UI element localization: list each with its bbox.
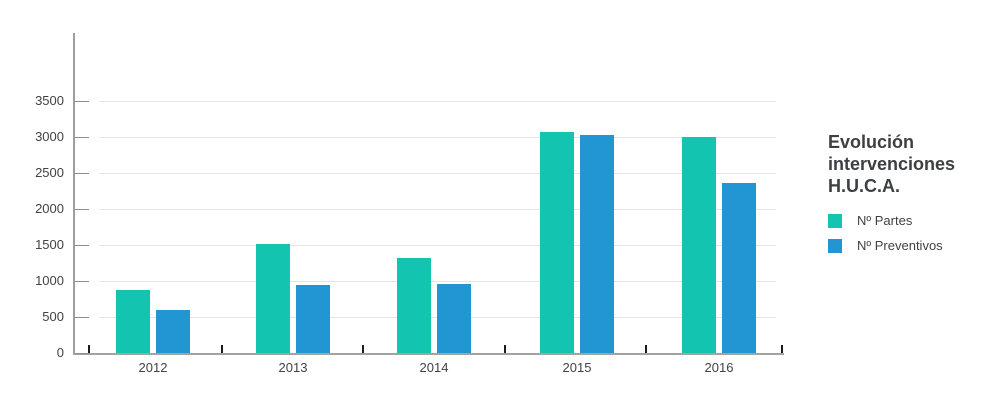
y-axis-tick bbox=[75, 208, 89, 210]
y-axis-label: 3500 bbox=[35, 92, 64, 108]
y-axis-line bbox=[73, 33, 75, 355]
bar-n-preventivos-2012[interactable] bbox=[156, 310, 190, 353]
y-axis-label: 2500 bbox=[35, 164, 64, 180]
y-axis-tick bbox=[75, 353, 89, 354]
gridline bbox=[99, 244, 776, 246]
legend-items: Nº Partes Nº Preventivos bbox=[828, 213, 993, 254]
gridline bbox=[99, 136, 776, 138]
x-axis-tick bbox=[221, 345, 223, 353]
gridline bbox=[99, 172, 776, 174]
legend-item-n-preventivos[interactable]: Nº Preventivos bbox=[828, 238, 993, 254]
bar-n-partes-2014[interactable] bbox=[397, 257, 431, 353]
y-axis-tick bbox=[75, 316, 89, 318]
x-axis-label: 2012 bbox=[138, 360, 168, 375]
x-axis-label: 2015 bbox=[562, 360, 592, 375]
bar-n-preventivos-2016[interactable] bbox=[722, 183, 756, 353]
y-axis-label: 2000 bbox=[35, 200, 64, 216]
x-axis-label: 2013 bbox=[278, 360, 308, 375]
plot-area: 0 500 1000 1500 2000 2500 3000 3500 2012 2013 2014… bbox=[35, 33, 784, 375]
legend: Evolución intervenciones H.U.C.A. Nº Par… bbox=[828, 131, 993, 263]
y-axis-label: 1000 bbox=[35, 272, 64, 288]
y-axis-tick bbox=[75, 244, 89, 246]
y-axis-tick bbox=[75, 100, 89, 102]
y-axis-label: 1500 bbox=[35, 236, 64, 252]
bar-n-partes-2013[interactable] bbox=[256, 244, 290, 353]
y-axis-label: 500 bbox=[42, 308, 64, 324]
x-axis-tick bbox=[781, 345, 783, 353]
x-axis-tick bbox=[362, 345, 364, 353]
bar-n-partes-2015[interactable] bbox=[540, 132, 574, 353]
x-axis-line bbox=[73, 353, 784, 355]
x-axis-label: 2016 bbox=[704, 360, 734, 375]
y-axis-label: 3000 bbox=[35, 128, 64, 144]
x-axis-tick bbox=[88, 345, 90, 353]
bar-n-preventivos-2014[interactable] bbox=[437, 284, 471, 353]
y-axis-tick bbox=[75, 136, 89, 138]
bar-n-preventivos-2013[interactable] bbox=[296, 285, 330, 353]
legend-color-swatch-icon bbox=[828, 214, 842, 228]
legend-color-swatch-icon bbox=[828, 239, 842, 253]
y-axis-label: 0 bbox=[56, 345, 64, 360]
bar-n-partes-2016[interactable] bbox=[682, 137, 716, 353]
legend-item-n-partes[interactable]: Nº Partes bbox=[828, 213, 993, 229]
y-axis-tick bbox=[75, 172, 89, 174]
legend-item-label: Nº Partes bbox=[857, 213, 913, 228]
gridline bbox=[99, 208, 776, 210]
chart-title: Evolución intervenciones H.U.C.A. bbox=[828, 132, 956, 196]
bar-n-partes-2012[interactable] bbox=[116, 289, 150, 353]
gridline bbox=[99, 280, 776, 282]
x-axis-tick bbox=[504, 345, 506, 353]
legend-item-label: Nº Preventivos bbox=[857, 238, 943, 253]
bar-n-preventivos-2015[interactable] bbox=[580, 134, 614, 353]
x-axis-tick bbox=[645, 345, 647, 353]
gridline bbox=[99, 100, 776, 102]
y-axis-tick bbox=[75, 280, 89, 282]
x-axis-label: 2014 bbox=[419, 360, 449, 375]
